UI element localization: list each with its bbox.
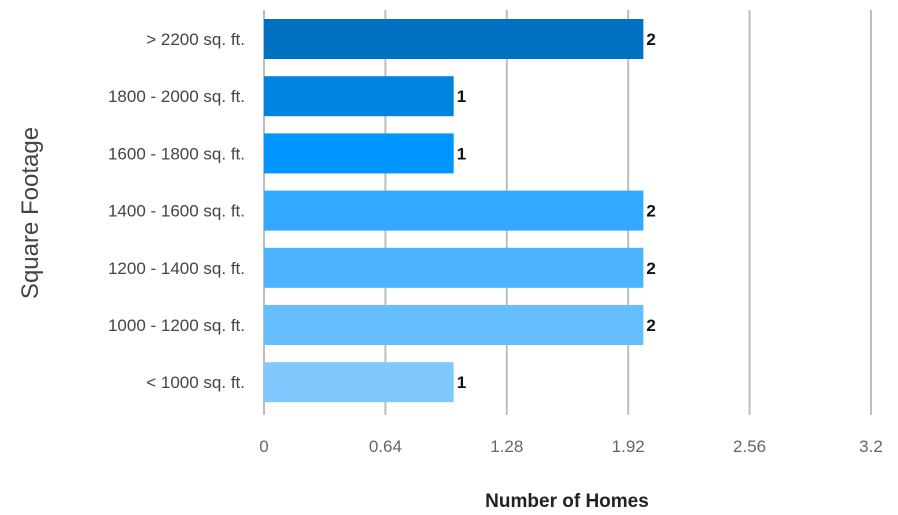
- data-label: 1: [457, 87, 466, 106]
- bar-2: [264, 133, 454, 174]
- x-tick-label: 3.2: [859, 437, 883, 456]
- data-label: 2: [646, 259, 655, 278]
- category-label: 1400 - 1600 sq. ft.: [108, 202, 245, 221]
- data-label: 2: [646, 202, 655, 221]
- x-tick-label: 0: [259, 437, 268, 456]
- x-axis-title: Number of Homes: [485, 491, 649, 510]
- data-labels: 2 1 1 2 2 2 1: [457, 30, 656, 392]
- category-label: < 1000 sq. ft.: [146, 373, 245, 392]
- category-label: 1600 - 1800 sq. ft.: [108, 144, 245, 163]
- bar-6: [264, 362, 454, 403]
- category-label: > 2200 sq. ft.: [146, 30, 245, 49]
- data-label: 1: [457, 373, 466, 392]
- bar-3: [264, 190, 644, 231]
- category-labels: > 2200 sq. ft. 1800 - 2000 sq. ft. 1600 - …: [108, 30, 245, 392]
- x-tick-label: 1.92: [612, 437, 645, 456]
- bar-1: [264, 76, 454, 117]
- y-axis-title: Square Footage: [17, 127, 44, 299]
- data-label: 2: [646, 30, 655, 49]
- bar-4: [264, 247, 644, 288]
- bar-5: [264, 305, 644, 345]
- x-tick-label: 0.64: [369, 437, 402, 456]
- category-label: 1000 - 1200 sq. ft.: [108, 316, 245, 335]
- x-tick-labels: 0 0.64 1.28 1.92 2.56 3.2: [259, 437, 883, 456]
- category-label: 1200 - 1400 sq. ft.: [108, 259, 245, 278]
- data-label: 1: [457, 144, 466, 163]
- category-label: 1800 - 2000 sq. ft.: [108, 87, 245, 106]
- bar-0: [264, 19, 644, 59]
- x-tick-label: 1.28: [490, 437, 523, 456]
- data-label: 2: [646, 316, 655, 335]
- x-tick-label: 2.56: [733, 437, 766, 456]
- bars: [264, 19, 644, 403]
